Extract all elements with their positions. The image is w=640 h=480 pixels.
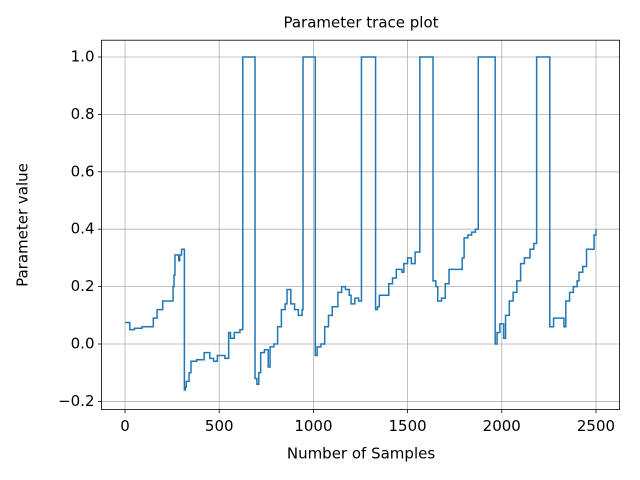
- y-tick-label: −0.2: [58, 392, 94, 410]
- chart-title: Parameter trace plot: [283, 14, 438, 32]
- plot-frame: [101, 39, 620, 410]
- y-tick-label: 0.8: [71, 105, 95, 123]
- y-tick-label: 0.0: [71, 335, 95, 353]
- x-tick-label: 1000: [294, 417, 332, 435]
- trace-line: [125, 56, 597, 391]
- y-tick-label: 1.0: [71, 47, 95, 65]
- y-axis-label: Parameter value: [14, 163, 32, 287]
- y-tick-label: 0.4: [71, 220, 95, 238]
- y-tick-label: 0.2: [71, 277, 95, 295]
- x-tick-label: 1500: [388, 417, 426, 435]
- x-tick-label: 500: [205, 417, 234, 435]
- x-axis-label: Number of Samples: [287, 445, 435, 463]
- x-tick-label: 2500: [577, 417, 615, 435]
- y-tick-label: 0.6: [71, 162, 95, 180]
- x-tick-label: 2000: [483, 417, 521, 435]
- x-tick-label: 0: [120, 417, 130, 435]
